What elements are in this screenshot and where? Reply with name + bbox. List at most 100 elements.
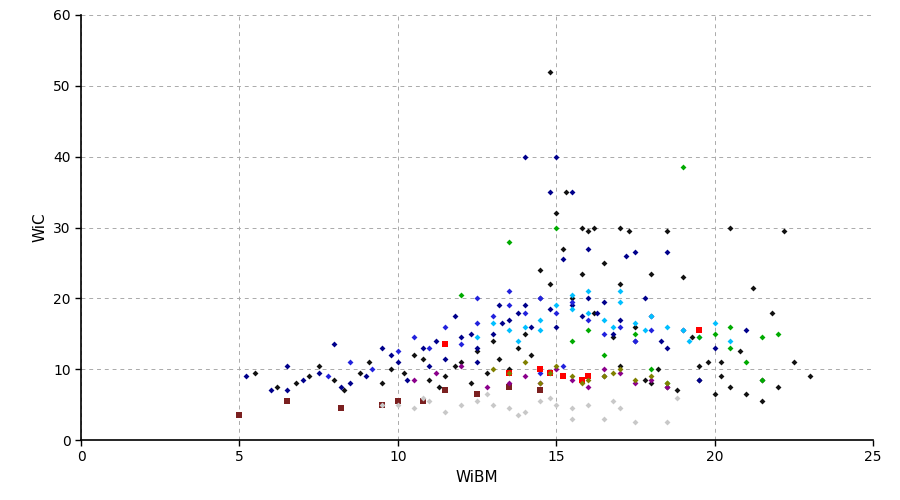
- Point: [724, 337, 738, 345]
- Point: [501, 380, 516, 388]
- Point: [495, 319, 509, 327]
- Point: [612, 404, 626, 412]
- Point: [770, 383, 785, 391]
- Point: [580, 287, 595, 295]
- Point: [518, 152, 532, 160]
- Point: [407, 376, 421, 384]
- Point: [422, 362, 436, 370]
- Point: [384, 351, 399, 359]
- Point: [549, 210, 563, 218]
- Point: [391, 400, 405, 408]
- Point: [764, 308, 778, 316]
- Point: [374, 400, 389, 408]
- Point: [676, 273, 690, 281]
- Point: [612, 368, 626, 376]
- Point: [518, 308, 532, 316]
- Point: [454, 291, 468, 299]
- Point: [606, 322, 620, 330]
- Point: [644, 326, 659, 334]
- Point: [391, 348, 405, 356]
- Point: [334, 383, 348, 391]
- Point: [580, 326, 595, 334]
- Point: [447, 362, 462, 370]
- Point: [628, 319, 643, 327]
- Point: [574, 380, 589, 388]
- Point: [638, 294, 652, 302]
- Point: [670, 394, 684, 402]
- Point: [574, 224, 589, 232]
- Point: [391, 397, 405, 405]
- Point: [470, 294, 484, 302]
- Point: [618, 252, 633, 260]
- Point: [787, 358, 801, 366]
- Point: [533, 368, 547, 376]
- Point: [724, 224, 738, 232]
- Point: [638, 326, 652, 334]
- Point: [359, 372, 374, 380]
- Point: [480, 383, 494, 391]
- Point: [270, 383, 284, 391]
- Point: [343, 380, 357, 388]
- Point: [691, 334, 706, 342]
- Point: [321, 372, 336, 380]
- Point: [438, 354, 453, 362]
- Point: [653, 337, 668, 345]
- Point: [612, 280, 626, 288]
- Point: [580, 294, 595, 302]
- Point: [739, 326, 753, 334]
- Point: [670, 386, 684, 394]
- Point: [416, 394, 430, 402]
- Point: [337, 386, 351, 394]
- Point: [590, 308, 605, 316]
- Point: [803, 372, 817, 380]
- Point: [328, 340, 342, 348]
- Point: [660, 383, 674, 391]
- Point: [543, 280, 557, 288]
- Point: [755, 397, 770, 405]
- Point: [574, 270, 589, 278]
- Point: [407, 334, 421, 342]
- Point: [565, 298, 580, 306]
- Point: [533, 380, 547, 388]
- Point: [685, 334, 699, 342]
- Point: [733, 348, 747, 356]
- Point: [533, 326, 547, 334]
- Point: [470, 397, 484, 405]
- Point: [714, 358, 728, 366]
- Point: [714, 372, 728, 380]
- Point: [486, 330, 500, 338]
- Point: [470, 358, 484, 366]
- Point: [555, 244, 570, 252]
- Point: [501, 368, 516, 376]
- Point: [580, 376, 595, 384]
- Point: [501, 287, 516, 295]
- Point: [606, 397, 620, 405]
- Point: [518, 302, 532, 310]
- Point: [682, 337, 697, 345]
- Point: [511, 337, 526, 345]
- Point: [486, 365, 500, 373]
- Point: [407, 404, 421, 412]
- Point: [374, 380, 389, 388]
- Point: [470, 348, 484, 356]
- Point: [606, 334, 620, 342]
- Point: [587, 224, 601, 232]
- Point: [454, 400, 468, 408]
- Point: [770, 330, 785, 338]
- Point: [691, 376, 706, 384]
- Point: [391, 358, 405, 366]
- Point: [422, 344, 436, 352]
- Point: [606, 368, 620, 376]
- Point: [644, 365, 659, 373]
- Point: [549, 400, 563, 408]
- Point: [580, 400, 595, 408]
- Point: [628, 330, 643, 338]
- Point: [597, 365, 611, 373]
- Point: [492, 354, 507, 362]
- Point: [501, 404, 516, 412]
- Point: [691, 334, 706, 342]
- Point: [755, 376, 770, 384]
- Point: [365, 365, 380, 373]
- Point: [533, 397, 547, 405]
- Point: [628, 376, 643, 384]
